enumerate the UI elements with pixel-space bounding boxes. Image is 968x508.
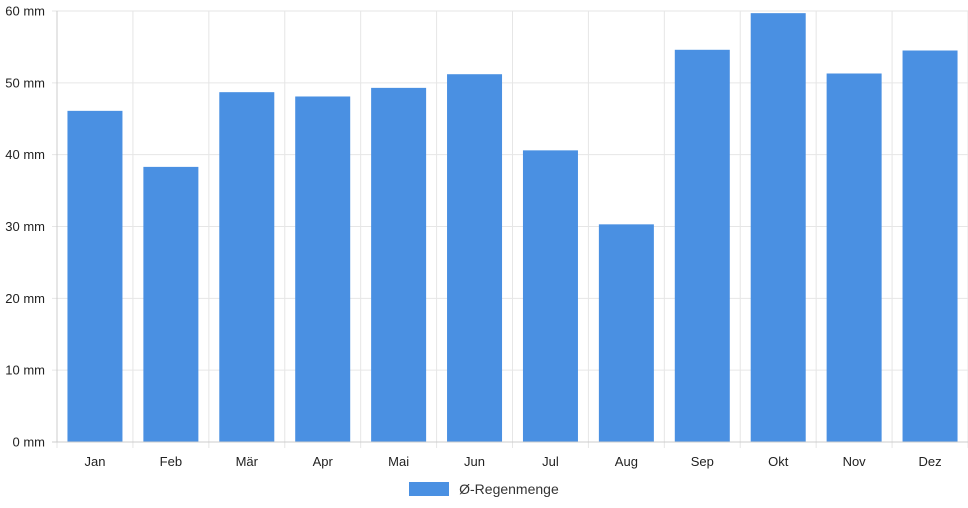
y-tick-label: 60 mm [5, 4, 45, 19]
y-tick-label: 40 mm [5, 147, 45, 162]
x-tick-label: Jun [464, 454, 485, 469]
x-tick-labels: Jan Feb Mär Apr Mai Jun Jul Aug Sep Okt Nov Dez [84, 454, 941, 469]
x-tick-label: Nov [843, 454, 867, 469]
x-tick-label: Sep [691, 454, 714, 469]
bar-apr[interactable] [295, 96, 351, 443]
x-tick-label: Feb [160, 454, 182, 469]
bar-feb[interactable] [143, 166, 199, 442]
legend-swatch [409, 482, 450, 496]
x-tick-label: Dez [918, 454, 941, 469]
bar-nov[interactable] [826, 73, 882, 443]
x-tick-label: Jul [542, 454, 559, 469]
y-tick-label: 0 mm [13, 435, 46, 450]
bar-jun[interactable] [447, 74, 503, 443]
x-tick-label: Okt [768, 454, 789, 469]
legend[interactable]: Ø-Regenmenge [0, 481, 968, 497]
bar-okt[interactable] [750, 13, 806, 443]
rainfall-bar-chart: 0 mm 10 mm 20 mm 30 mm 40 mm 50 mm 60 mm Jan Fe… [5, 4, 968, 469]
x-tick-label: Mär [236, 454, 259, 469]
y-tick-label: 20 mm [5, 291, 45, 306]
bar-mai[interactable] [371, 87, 427, 442]
x-tick-label: Mai [388, 454, 409, 469]
grid-lines [52, 10, 968, 448]
bar-jul[interactable] [522, 150, 578, 442]
bar-jan[interactable] [67, 110, 123, 443]
x-tick-label: Jan [84, 454, 105, 469]
axes [52, 11, 968, 443]
bars [67, 13, 958, 443]
bar-mär[interactable] [219, 92, 275, 443]
x-tick-label: Aug [615, 454, 638, 469]
y-tick-label: 10 mm [5, 363, 45, 378]
bar-aug[interactable] [598, 224, 654, 442]
y-tick-labels: 0 mm 10 mm 20 mm 30 mm 40 mm 50 mm 60 mm [5, 4, 45, 450]
x-tick-label: Apr [313, 454, 334, 469]
y-tick-label: 50 mm [5, 75, 45, 90]
y-tick-label: 30 mm [5, 219, 45, 234]
bar-sep[interactable] [674, 49, 730, 442]
legend-label: Ø-Regenmenge [459, 481, 559, 497]
bar-dez[interactable] [902, 50, 958, 443]
